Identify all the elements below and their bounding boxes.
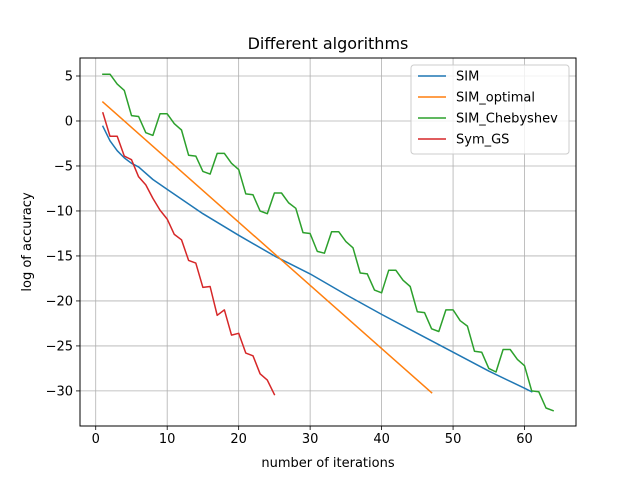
y-axis-label: log of accuracy xyxy=(20,192,35,292)
x-tick-label: 60 xyxy=(516,432,533,447)
y-tick-label: 5 xyxy=(65,69,73,84)
x-tick-label: 50 xyxy=(445,432,462,447)
legend-box xyxy=(410,64,570,155)
legend-label-sim-optimal: SIM_optimal xyxy=(456,91,535,106)
x-tick-label: 40 xyxy=(373,432,390,447)
series-line-sym-gs xyxy=(101,111,276,396)
y-tick-label: −20 xyxy=(46,294,73,309)
x-axis-ticks: 0 10 20 30 40 50 60 xyxy=(92,426,533,447)
y-tick-label: −5 xyxy=(54,159,73,174)
y-axis-ticks: 5 0 −5 −10 −15 −20 −25 −30 xyxy=(46,69,80,399)
legend: SIM SIM_optimal SIM_Chebyshev Sym_GS xyxy=(410,64,570,155)
legend-label-sym-gs: Sym_GS xyxy=(456,133,509,148)
legend-label-sim-chebyshev: SIM_Chebyshev xyxy=(456,112,558,127)
y-tick-label: −10 xyxy=(46,204,73,219)
grid xyxy=(80,58,576,426)
series-layer xyxy=(101,73,555,412)
y-tick-label: 0 xyxy=(65,114,73,129)
series-line-sim-chebyshev xyxy=(102,73,555,412)
x-tick-label: 10 xyxy=(159,432,176,447)
x-tick-label: 0 xyxy=(92,432,100,447)
x-tick-label: 20 xyxy=(230,432,247,447)
x-tick-label: 30 xyxy=(302,432,319,447)
series-line-sim-optimal xyxy=(101,101,433,394)
chart-title: Different algorithms xyxy=(248,34,409,53)
y-tick-label: −15 xyxy=(46,249,73,264)
legend-label-sim: SIM xyxy=(456,70,479,85)
plot-frame xyxy=(79,57,577,427)
series-line-sim xyxy=(101,125,533,393)
x-axis-label: number of iterations xyxy=(261,456,394,471)
y-tick-label: −30 xyxy=(46,384,73,399)
y-tick-label: −25 xyxy=(46,339,73,354)
